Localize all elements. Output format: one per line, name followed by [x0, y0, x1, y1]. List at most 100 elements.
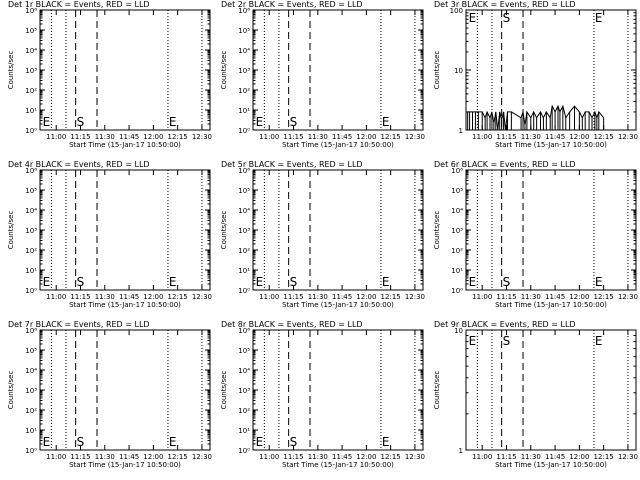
x-tick-label: 11:15 — [496, 293, 516, 301]
x-tick-label: 11:15 — [283, 293, 303, 301]
y-tick-label: 10² — [451, 247, 463, 255]
x-tick-label: 12:30 — [405, 293, 425, 301]
y-axis-label: Counts/sec — [7, 371, 15, 410]
marker-s: S — [290, 275, 298, 289]
marker-s: S — [290, 435, 298, 449]
y-tick-label: 10¹ — [238, 267, 250, 275]
y-tick-label: 10¹ — [25, 107, 37, 115]
marker-e: E — [382, 435, 390, 449]
chart-title: Det 1r BLACK = Events, RED = LLD — [8, 0, 150, 9]
x-tick-label: 12:30 — [192, 133, 212, 141]
x-axis-label: Start Time (15-Jan-17 10:50:00) — [69, 301, 181, 309]
chart-title: Det 7r BLACK = Events, RED = LLD — [8, 320, 150, 329]
chart-panel-1: Det 1r BLACK = Events, RED = LLD 10⁰ 10¹ 10… — [7, 0, 212, 149]
y-axis-label: Counts/sec — [7, 51, 15, 90]
x-tick-label: 12:15 — [168, 453, 188, 461]
marker-s: S — [77, 435, 85, 449]
x-tick-label: 11:15 — [283, 453, 303, 461]
y-tick-label: 100 — [450, 7, 463, 15]
x-tick-label: 11:15 — [70, 293, 90, 301]
x-tick-label: 11:30 — [95, 293, 115, 301]
y-axis-label: Counts/sec — [7, 211, 15, 250]
y-tick-label: 10⁵ — [25, 347, 37, 355]
marker-e: E — [595, 11, 603, 25]
y-tick-label: 10⁶ — [25, 327, 37, 335]
x-tick-label: 11:30 — [95, 133, 115, 141]
y-tick-label: 10³ — [238, 227, 250, 235]
y-tick-label: 10⁵ — [25, 187, 37, 195]
marker-s: S — [290, 115, 298, 129]
y-tick-label: 10¹ — [25, 267, 37, 275]
x-tick-label: 11:15 — [496, 133, 516, 141]
marker-s: S — [503, 11, 511, 25]
x-tick-label: 12:00 — [356, 293, 376, 301]
y-tick-label: 10⁵ — [238, 347, 250, 355]
x-tick-label: 11:30 — [308, 133, 328, 141]
y-tick-label: 10⁶ — [451, 167, 463, 175]
y-axis-label: Counts/sec — [433, 51, 441, 90]
y-tick-label: 10⁵ — [238, 27, 250, 35]
y-tick-label: 10⁰ — [25, 447, 37, 455]
x-tick-label: 11:00 — [472, 453, 492, 461]
y-tick-label: 10⁰ — [238, 287, 250, 295]
marker-s: S — [503, 334, 511, 348]
y-axis-label: Counts/sec — [220, 371, 228, 410]
chart-title: Det 6r BLACK = Events, RED = LLD — [434, 160, 576, 169]
x-axis-label: Start Time (15-Jan-17 10:50:00) — [495, 301, 607, 309]
y-tick-label: 10⁰ — [25, 127, 37, 135]
y-tick-label: 10² — [25, 407, 37, 415]
x-tick-label: 11:45 — [119, 133, 139, 141]
x-tick-label: 12:30 — [618, 453, 638, 461]
y-tick-label: 10³ — [25, 227, 37, 235]
y-tick-label: 10 — [454, 67, 463, 75]
marker-e: E — [256, 115, 264, 129]
y-axis-label: Counts/sec — [433, 371, 441, 410]
x-tick-label: 11:00 — [46, 293, 66, 301]
x-tick-label: 12:00 — [143, 133, 163, 141]
x-axis-label: Start Time (15-Jan-17 10:50:00) — [495, 141, 607, 149]
y-tick-label: 10² — [238, 87, 250, 95]
y-tick-label: 10⁰ — [25, 287, 37, 295]
marker-e: E — [469, 334, 477, 348]
plot-frame — [465, 329, 637, 451]
chart-panel-3: Det 3r BLACK = Events, RED = LLD 1 10 100 11… — [433, 0, 638, 149]
x-tick-label: 11:45 — [332, 453, 352, 461]
y-tick-label: 10² — [238, 407, 250, 415]
x-tick-label: 11:00 — [259, 453, 279, 461]
x-tick-label: 11:30 — [521, 453, 541, 461]
chart-panel-6: Det 6r BLACK = Events, RED = LLD 10⁰ 10¹ 10… — [433, 160, 638, 309]
y-tick-label: 10³ — [25, 387, 37, 395]
chart-panel-2: Det 2r BLACK = Events, RED = LLD 10⁰ 10¹ 10… — [220, 0, 425, 149]
y-tick-label: 10³ — [238, 387, 250, 395]
y-tick-label: 1 — [459, 127, 463, 135]
x-tick-label: 11:30 — [308, 293, 328, 301]
y-tick-label: 10⁴ — [25, 367, 37, 375]
chart-panel-5: Det 5r BLACK = Events, RED = LLD 10⁰ 10¹ 10… — [220, 160, 425, 309]
y-tick-label: 10⁰ — [451, 287, 463, 295]
x-tick-label: 11:45 — [119, 293, 139, 301]
y-tick-label: 10¹ — [238, 427, 250, 435]
y-tick-label: 10² — [238, 247, 250, 255]
x-tick-label: 11:30 — [521, 293, 541, 301]
y-tick-label: 10⁴ — [25, 207, 37, 215]
x-axis-label: Start Time (15-Jan-17 10:50:00) — [495, 461, 607, 469]
marker-e: E — [256, 435, 264, 449]
y-axis-label: Counts/sec — [433, 211, 441, 250]
y-axis-label: Counts/sec — [220, 211, 228, 250]
y-tick-label: 10¹ — [451, 267, 463, 275]
y-tick-label: 10⁶ — [238, 7, 250, 15]
x-tick-label: 11:30 — [521, 133, 541, 141]
x-tick-label: 12:30 — [405, 453, 425, 461]
x-tick-label: 12:30 — [618, 293, 638, 301]
x-tick-label: 12:15 — [168, 133, 188, 141]
chart-panel-4: Det 4r BLACK = Events, RED = LLD 10⁰ 10¹ 10… — [7, 160, 212, 309]
x-tick-label: 12:15 — [168, 293, 188, 301]
x-tick-label: 12:15 — [381, 293, 401, 301]
x-tick-label: 11:45 — [332, 133, 352, 141]
series-line — [467, 104, 605, 131]
y-tick-label: 10⁶ — [25, 167, 37, 175]
x-tick-label: 12:30 — [618, 133, 638, 141]
x-tick-label: 11:00 — [259, 293, 279, 301]
x-tick-label: 12:15 — [381, 453, 401, 461]
